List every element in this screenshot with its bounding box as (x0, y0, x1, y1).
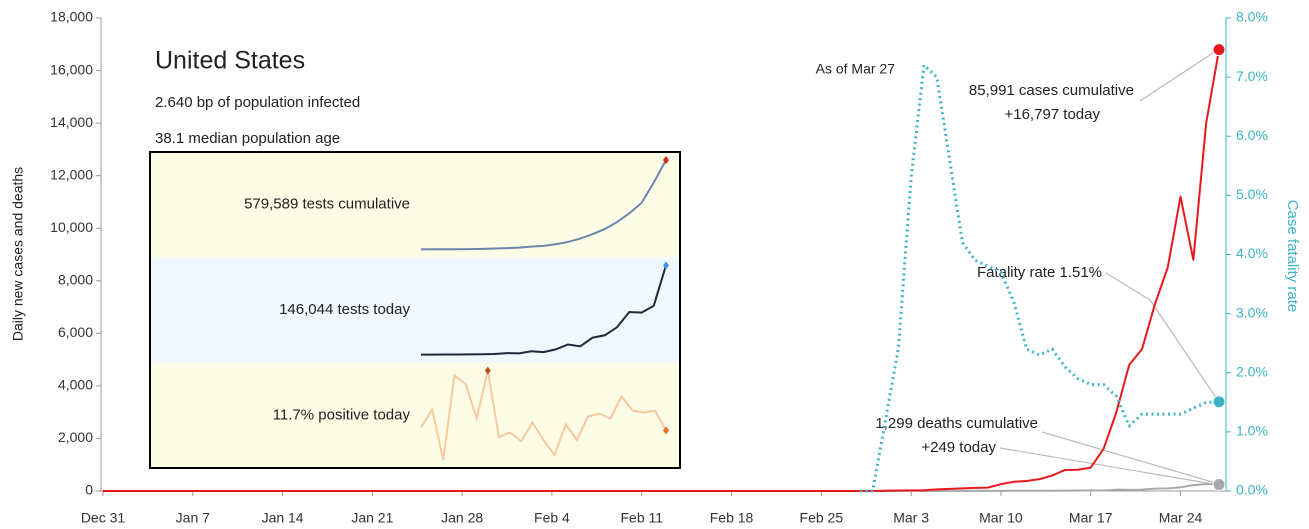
x-tick-label: Jan 28 (441, 510, 483, 526)
y-tick-label: 12,000 (50, 166, 93, 182)
sparkline-marker (484, 366, 491, 375)
inset-label: 146,044 tests today (279, 301, 410, 318)
x-tick-label: Mar 24 (1159, 510, 1203, 526)
x-tick-label: Feb 4 (534, 510, 570, 526)
end-dot (1212, 395, 1226, 409)
inset-frame (149, 151, 681, 469)
annotation: 1,299 deaths cumulative (875, 415, 1038, 432)
chart-title: United States (155, 47, 305, 75)
y2-tick-label: 8.0% (1236, 9, 1268, 25)
x-tick-label: Mar 17 (1069, 510, 1113, 526)
annotation: +249 today (921, 439, 996, 456)
x-tick-label: Dec 31 (81, 510, 126, 526)
sparkline (420, 265, 667, 356)
y-tick-label: 10,000 (50, 219, 93, 235)
inset-band (150, 152, 680, 258)
inset-band (150, 257, 680, 363)
sparkline (420, 159, 667, 251)
inset-label: 579,589 tests cumulative (244, 196, 410, 213)
sparkline-marker (663, 426, 669, 435)
y-tick-label: 18,000 (50, 9, 93, 25)
x-tick-label: Feb 25 (800, 510, 844, 526)
leader-lines (999, 48, 1220, 486)
y2-tick-label: 2.0% (1236, 363, 1268, 379)
y2-axis-label: Case fatality rate (1284, 200, 1301, 313)
y2-tick-label: 5.0% (1236, 186, 1268, 202)
inset: 579,589 tests cumulative 146,044 tests to… (149, 151, 681, 469)
inset-label: 11.7% positive today (273, 406, 411, 423)
y-tick-label: 2,000 (58, 429, 93, 445)
end-dot (1212, 477, 1226, 491)
y2-tick-label: 3.0% (1236, 304, 1268, 320)
annotation: As of Mar 27 (816, 61, 896, 77)
x-tick-label: Feb 11 (620, 510, 663, 526)
y2-tick-label: 4.0% (1236, 245, 1268, 261)
x-tick-label: Jan 21 (351, 510, 393, 526)
inset-band (150, 362, 680, 468)
y-tick-label: 0 (85, 482, 93, 498)
y-tick-label: 16,000 (50, 61, 93, 77)
sparkline (420, 370, 667, 461)
y-axis-label: Daily new cases and deaths (10, 167, 26, 341)
subtitle: 2.640 bp of population infected (155, 94, 360, 111)
sparkline-marker (663, 261, 669, 270)
x-tick-label: Feb 18 (710, 510, 754, 526)
y-tick-label: 4,000 (58, 377, 93, 393)
sparkline-marker (663, 156, 669, 164)
leader-line (999, 447, 1220, 486)
x-tick-label: Mar 3 (893, 510, 929, 526)
series-line (103, 49, 1220, 492)
annotation: 85,991 cases cumulative (969, 82, 1134, 99)
end-dot (1212, 43, 1226, 57)
y-tick-label: 14,000 (50, 114, 93, 130)
y-tick-label: 8,000 (58, 271, 93, 287)
y2-tick-label: 6.0% (1236, 127, 1268, 143)
annotation: Fatality rate 1.51% (977, 264, 1102, 281)
annotation: +16,797 today (1004, 106, 1100, 123)
x-tick-label: Jan 7 (176, 510, 210, 526)
series-line (103, 482, 1220, 492)
leader-line (1139, 48, 1220, 102)
x-tick-label: Mar 10 (979, 510, 1023, 526)
y2-tick-label: 7.0% (1236, 68, 1268, 84)
leader-line (1105, 272, 1220, 403)
y2-tick-label: 1.0% (1236, 423, 1268, 439)
y-tick-label: 6,000 (58, 324, 93, 340)
x-tick-label: Jan 14 (262, 510, 304, 526)
leader-line (1041, 431, 1220, 485)
y2-tick-label: 0.0% (1236, 482, 1268, 498)
subtitle: 38.1 median population age (155, 130, 340, 147)
